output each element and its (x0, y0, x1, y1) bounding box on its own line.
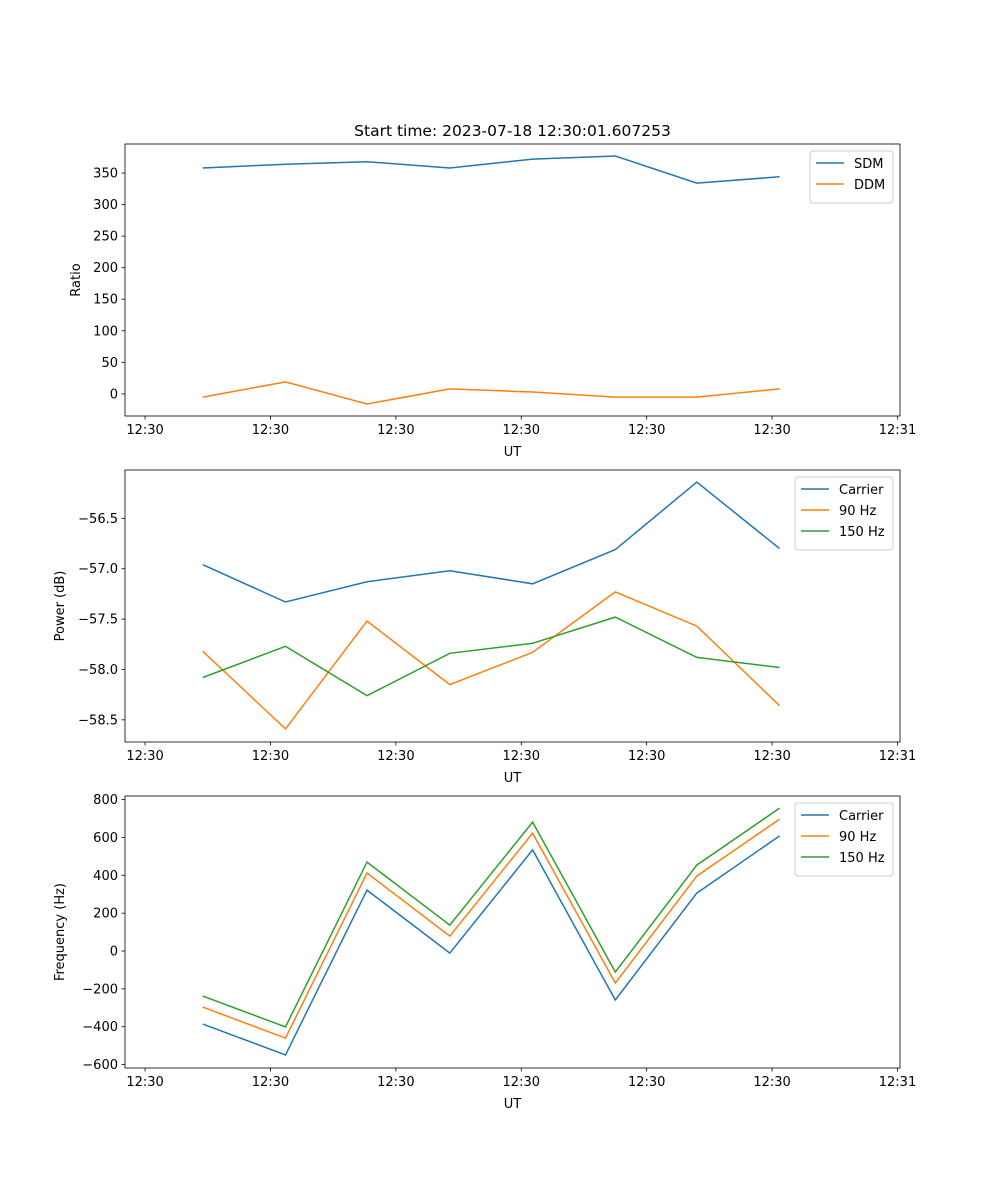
y-tick-label: 150 (93, 293, 118, 308)
x-axis-label: UT (504, 1097, 522, 1112)
y-tick-label: 800 (93, 793, 118, 808)
legend-label: DDM (854, 178, 885, 193)
x-axis-label: UT (504, 445, 522, 460)
y-tick-label: 200 (93, 261, 118, 276)
legend: SDM DDM (809, 150, 894, 204)
y-tick-label: −58.5 (78, 713, 118, 728)
x-tick-label: 12:30 (753, 749, 790, 764)
x-axis-label: UT (504, 771, 522, 786)
x-tick-label: 12:30 (377, 749, 414, 764)
x-tick-label: 12:30 (126, 423, 163, 438)
x-tick-label: 12:30 (628, 1075, 665, 1090)
x-tick-label: 12:30 (252, 749, 289, 764)
y-tick-label: 100 (93, 324, 118, 339)
x-tick-label: 12:30 (503, 423, 540, 438)
y-tick-label: −600 (82, 1058, 118, 1073)
x-tick-label: 12:30 (252, 423, 289, 438)
chart-panel-2: 12:30 12:30 12:30 12:30 12:30 12:30 12:31 −58.5… (53, 469, 916, 786)
x-tick-label: 12:30 (628, 423, 665, 438)
legend-label: 90 Hz (839, 504, 876, 519)
series-line-150-hz (202, 616, 780, 697)
x-tick-label: 12:31 (879, 1075, 916, 1090)
x-tick-label: 12:31 (879, 423, 916, 438)
y-tick-label: −58.0 (78, 663, 118, 678)
y-axis-label: Frequency (Hz) (53, 883, 68, 981)
y-tick-label: 50 (101, 356, 118, 371)
y-tick-label: 0 (110, 945, 118, 960)
x-tick-label: 12:30 (377, 1075, 414, 1090)
axes-frame (124, 795, 901, 1069)
y-tick-label: 350 (93, 167, 118, 182)
legend: Carrier 90 Hz 150 Hz (794, 476, 894, 551)
series-line-sdm (202, 155, 780, 184)
x-tick-label: 12:30 (753, 423, 790, 438)
x-tick-label: 12:30 (503, 1075, 540, 1090)
x-tick-label: 12:30 (126, 749, 163, 764)
series-line-90-hz (202, 818, 781, 1040)
chart-panel-1: Start time: 2023-07-18 12:30:01.607253 12… (69, 122, 916, 460)
legend-label: SDM (854, 157, 883, 172)
y-tick-label: 600 (93, 831, 118, 846)
legend-label: Carrier (839, 809, 884, 824)
y-tick-label: −57.5 (78, 613, 118, 628)
y-tick-label: −57.0 (78, 562, 118, 577)
series-line-ddm (202, 381, 780, 405)
legend-label: 150 Hz (839, 851, 885, 866)
series-line-carrier (202, 481, 781, 603)
x-tick-label: 12:30 (377, 423, 414, 438)
y-tick-label: −400 (82, 1020, 118, 1035)
legend-label: Carrier (839, 483, 884, 498)
legend-label: 150 Hz (839, 525, 885, 540)
axes-frame (124, 469, 901, 743)
chart-title: Start time: 2023-07-18 12:30:01.607253 (354, 122, 671, 140)
x-tick-label: 12:30 (126, 1075, 163, 1090)
series-line-carrier (202, 835, 781, 1056)
y-tick-label: 0 (110, 387, 118, 402)
legend: Carrier 90 Hz 150 Hz (794, 802, 894, 877)
y-axis-label: Power (dB) (53, 571, 68, 642)
chart-panel-3: 12:30 12:30 12:30 12:30 12:30 12:30 12:31 −600 −… (53, 793, 916, 1112)
series-line-90-hz (202, 591, 781, 731)
series-line-150-hz (202, 807, 781, 1028)
x-tick-label: 12:30 (503, 749, 540, 764)
y-tick-label: −56.5 (78, 512, 118, 527)
y-tick-label: −200 (82, 982, 118, 997)
y-axis-label: Ratio (69, 263, 84, 296)
y-tick-label: 250 (93, 230, 118, 245)
axes-frame (124, 143, 901, 417)
y-tick-label: 200 (93, 907, 118, 922)
y-tick-label: 400 (93, 869, 118, 884)
x-tick-label: 12:30 (628, 749, 665, 764)
x-tick-label: 12:30 (753, 1075, 790, 1090)
legend-label: 90 Hz (839, 830, 876, 845)
y-tick-label: 300 (93, 198, 118, 213)
x-tick-label: 12:31 (879, 749, 916, 764)
legend-box (809, 150, 894, 204)
x-tick-label: 12:30 (252, 1075, 289, 1090)
